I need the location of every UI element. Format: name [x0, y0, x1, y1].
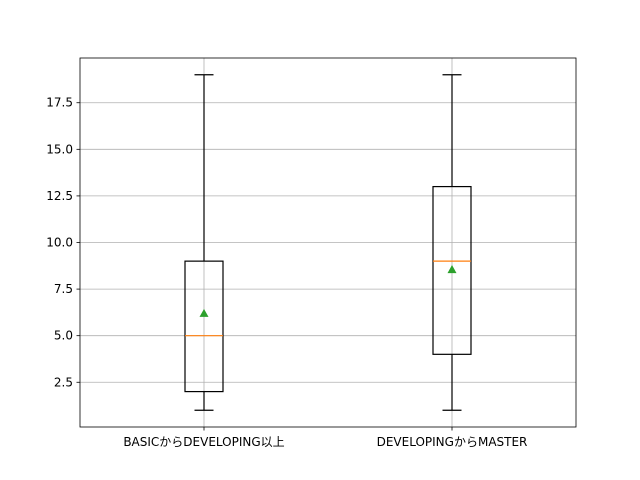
y-tick-label: 17.5 [46, 96, 73, 110]
y-tick-label: 2.5 [54, 375, 73, 389]
y-tick-label: 15.0 [46, 142, 73, 156]
y-tick-label: 12.5 [46, 189, 73, 203]
y-tick-label: 10.0 [46, 236, 73, 250]
x-tick-label: BASICからDEVELOPING以上 [123, 435, 284, 449]
y-tick-label: 7.5 [54, 282, 73, 296]
x-tick-label: DEVELOPINGからMASTER [377, 435, 528, 449]
y-tick-label: 5.0 [54, 329, 73, 343]
